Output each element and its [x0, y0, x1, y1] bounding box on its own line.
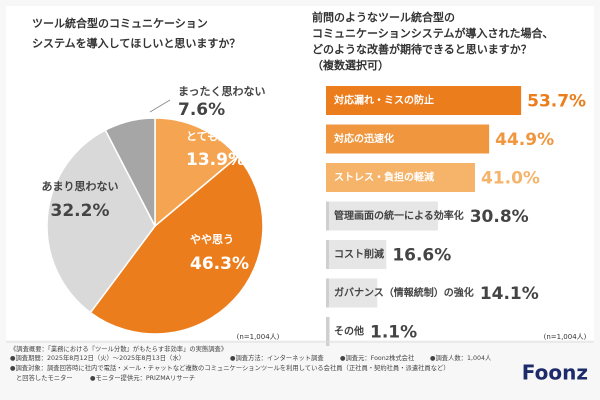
bar: [326, 278, 378, 308]
pie-slice: [154, 117, 239, 228]
footer-target: ●調査対象：調査回答時に社内で電話・メール・チャットなど複数のコミュニケーション…: [10, 363, 450, 372]
bar-edge: [326, 201, 329, 231]
bar-value: 44.9%: [495, 130, 554, 150]
bar-value: 14.1%: [480, 284, 539, 304]
bar-title: 前問のようなツール統合型の: [312, 10, 455, 24]
bar-label: 対応の迅速化: [333, 132, 394, 145]
logo: Foonz: [522, 361, 588, 385]
bar-label: 対応漏れ・ミスの防止: [333, 94, 434, 107]
bar-label: ガバナンス（情報統制）の強化: [334, 286, 474, 299]
bar-value: 16.6%: [392, 246, 451, 266]
bar-value: 30.8%: [470, 207, 529, 227]
bar-label: ストレス・負担の軽減: [334, 171, 434, 184]
bar-value: 53.7%: [527, 92, 586, 112]
bar-title: コミュニケーションシステムが導入された場合、: [312, 26, 553, 40]
bar-title: どのような改善が期待できると思いますか？: [312, 42, 532, 56]
bar-value: 41.0%: [481, 169, 540, 189]
pie-title: ツール統合型のコミュニケーション: [32, 16, 208, 30]
pie-slice: [89, 155, 264, 335]
bar-label: コスト削減: [334, 248, 384, 261]
bar: [326, 201, 438, 231]
bar-note: (n=1,004人): [544, 333, 587, 341]
footer-provider: ●モニター提供元：PRIZMAリサーチ: [90, 373, 195, 382]
slice-label: とても思う: [186, 130, 240, 143]
footer-item: ●調査期間：2025年8月12日（火）〜2025年8月13日（水）: [10, 353, 185, 362]
pie-note: (n=1,004人): [237, 333, 280, 341]
bar-edge: [326, 278, 329, 308]
slice-label: やや思う: [190, 233, 234, 246]
bar-label: その他: [334, 325, 364, 338]
footer-item: ●調査人数：1,004人: [430, 353, 492, 362]
footer-item: ●調査方法：インターネット調査: [230, 353, 324, 362]
leader-line: [149, 99, 171, 113]
bar-label: 管理画面の統一による効率化: [334, 209, 464, 222]
footer-target: と回答したモニター: [16, 373, 73, 382]
bar: [326, 240, 387, 269]
slice-label: まったく思わない: [178, 85, 266, 98]
footer-item: ●調査元：Foonz株式会社: [340, 353, 415, 362]
bar-subtitle: （複数選択可）: [312, 58, 389, 72]
bar-edge: [326, 240, 329, 269]
bar: [326, 163, 475, 192]
pie-slice: [104, 117, 156, 227]
slice-value: 46.3%: [190, 254, 249, 274]
bar: [326, 86, 522, 115]
pie-title: システムを導入してほしいと思いますか？: [32, 36, 240, 50]
bar: [326, 124, 490, 154]
footer-heading: 《調査概要：「業務における『ツール分散』がもたらす非効率」の実態調査》: [10, 344, 227, 353]
slice-value: 7.6%: [178, 100, 225, 120]
slice-label: あまり思わない: [42, 180, 119, 193]
slice-value: 32.2%: [51, 201, 110, 221]
pie-slice: [46, 129, 156, 314]
bar-edge: [326, 317, 329, 346]
bar-value: 1.1%: [370, 323, 417, 343]
slice-value: 13.9%: [186, 150, 245, 170]
